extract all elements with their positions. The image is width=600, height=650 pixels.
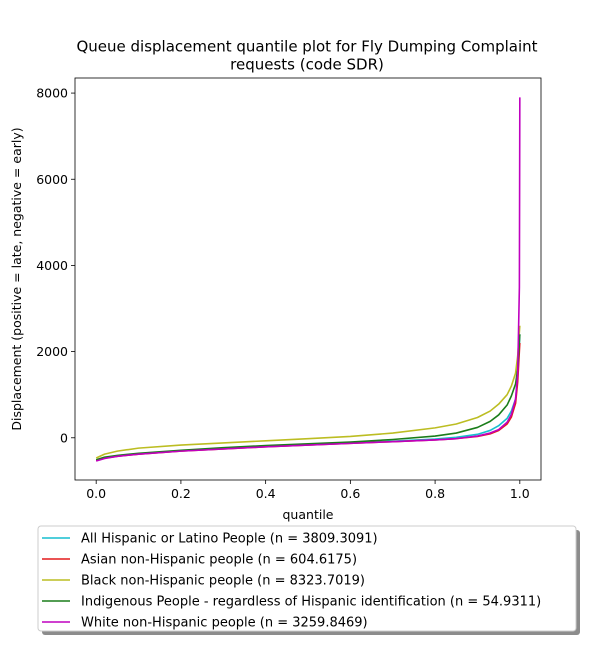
y-tick-label: 4000 — [36, 258, 68, 273]
series-line-4 — [95, 334, 521, 461]
x-tick-label: 0.4 — [256, 486, 276, 501]
x-tick-label: 0.8 — [425, 486, 445, 501]
chart-title: Queue displacement quantile plot for Fly… — [76, 38, 537, 74]
x-tick-label: 0.0 — [86, 486, 106, 501]
legend-label-5: White non-Hispanic people (n = 3259.8469… — [81, 616, 368, 631]
legend-box — [37, 525, 577, 632]
y-axis: 0 2000 4000 6000 8000 — [36, 86, 75, 445]
series-line-2 — [95, 342, 521, 462]
plot-frame — [74, 77, 542, 481]
y-tick-label: 8000 — [36, 86, 68, 101]
series-line-1 — [95, 334, 521, 461]
chart-title-line-2: requests (code SDR) — [230, 56, 384, 74]
legend: All Hispanic or Latino People (n = 3809.… — [37, 525, 580, 635]
legend-label-1: All Hispanic or Latino People (n = 3809.… — [81, 532, 378, 547]
y-axis-label: Displacement (positive = late, negative … — [9, 127, 24, 430]
x-tick-label: 1.0 — [510, 486, 530, 501]
legend-label-2: Asian non-Hispanic people (n = 604.6175) — [81, 553, 357, 568]
chart-title-line-1: Queue displacement quantile plot for Fly… — [76, 38, 537, 56]
y-tick-label: 6000 — [36, 172, 68, 187]
x-axis: 0.0 0.2 0.4 0.6 0.8 1.0 — [86, 480, 530, 501]
y-tick-label: 0 — [60, 430, 68, 445]
series-line-3 — [95, 325, 521, 459]
series-line-5 — [95, 97, 521, 462]
x-tick-label: 0.2 — [171, 486, 191, 501]
legend-label-4: Indigenous People - regardless of Hispan… — [81, 595, 541, 610]
legend-label-3: Black non-Hispanic people (n = 8323.7019… — [81, 574, 365, 589]
plot-area — [74, 77, 542, 481]
x-tick-label: 0.6 — [340, 486, 360, 501]
series-layer — [95, 97, 521, 462]
x-axis-label: quantile — [283, 507, 334, 522]
y-tick-label: 2000 — [36, 344, 68, 359]
